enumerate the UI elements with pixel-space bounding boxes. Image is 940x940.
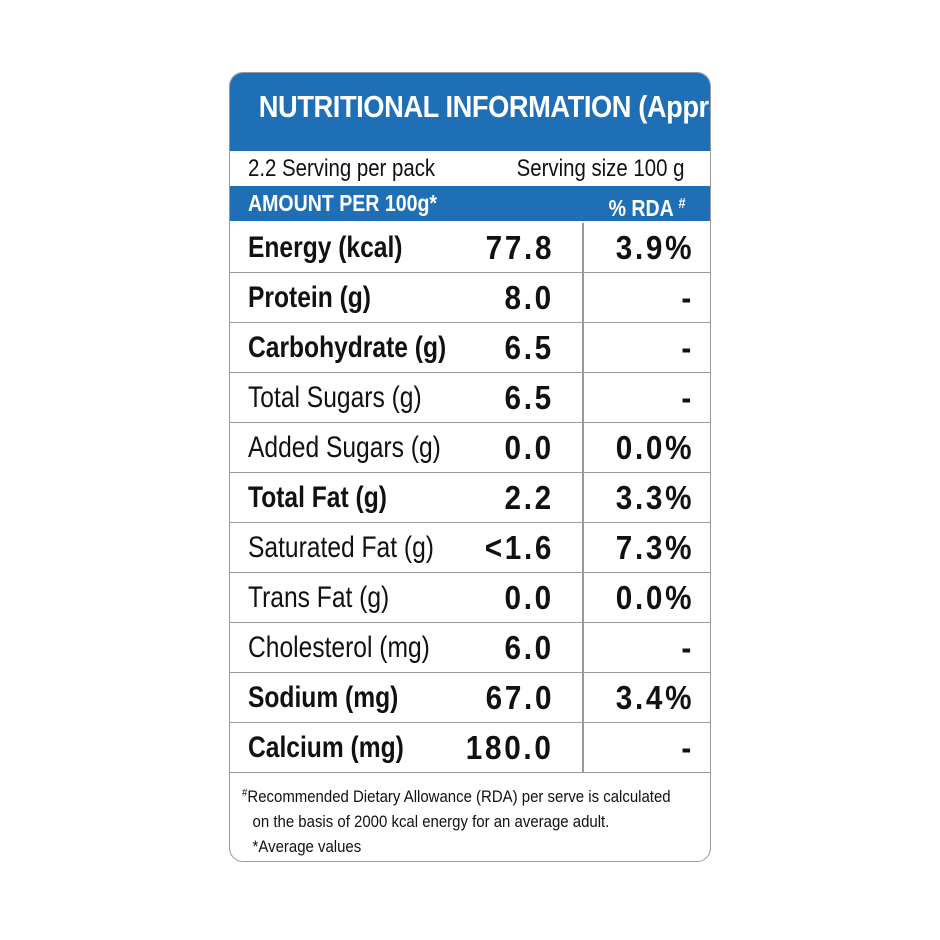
nutrition-label: NUTRITIONAL INFORMATION (Approx) 2.2 Ser… (229, 72, 711, 862)
nutrient-amount: 0.0 (504, 429, 554, 466)
column-divider (582, 223, 584, 773)
nutrient-rda: - (681, 629, 694, 666)
nutrient-name: Saturated Fat (g) (248, 531, 434, 564)
nutrient-row: Saturated Fat (g) <1.6 7.3% (230, 523, 710, 573)
nutrient-row: Carbohydrate (g) 6.5 - (230, 323, 710, 373)
nutrient-amount: 6.5 (504, 329, 554, 366)
nutrient-name: Added Sugars (g) (248, 431, 441, 464)
rda-header-text: % RDA (609, 195, 674, 221)
nutrient-row: Protein (g) 8.0 - (230, 273, 710, 323)
rda-header-mark: # (678, 195, 686, 212)
nutrient-rda: - (681, 729, 694, 766)
nutrient-row: Added Sugars (g) 0.0 0.0% (230, 423, 710, 473)
nutrient-row: Trans Fat (g) 0.0 0.0% (230, 573, 710, 623)
nutrient-name: Sodium (mg) (248, 681, 399, 714)
nutrient-name: Protein (g) (248, 281, 371, 314)
nutrient-rda: 3.3% (615, 479, 694, 516)
amount-header-bar: AMOUNT PER 100g* % RDA # (230, 186, 710, 221)
nutrient-row: Total Fat (g) 2.2 3.3% (230, 473, 710, 523)
nutrient-rda: - (681, 279, 694, 316)
label-title: NUTRITIONAL INFORMATION (Approx) (258, 89, 711, 124)
nutrient-amount: 6.5 (504, 379, 554, 416)
nutrient-rda: 7.3% (615, 529, 694, 566)
nutrient-amount: 77.8 (485, 229, 554, 266)
nutrient-amount: 8.0 (504, 279, 554, 316)
rda-header: % RDA # (609, 186, 686, 226)
nutrient-name: Total Fat (g) (248, 481, 387, 514)
nutrient-row: Total Sugars (g) 6.5 - (230, 373, 710, 423)
nutrient-amount: 6.0 (504, 629, 554, 666)
nutrient-name: Carbohydrate (g) (248, 331, 447, 364)
nutrient-amount: 0.0 (504, 579, 554, 616)
nutrient-rda: - (681, 379, 694, 416)
serving-info-row: 2.2 Serving per pack Serving size 100 g (230, 151, 710, 186)
nutrient-row: Energy (kcal) 77.8 3.9% (230, 223, 710, 273)
nutrient-row: Sodium (mg) 67.0 3.4% (230, 673, 710, 723)
nutrient-amount: 67.0 (485, 679, 554, 716)
footnote-mark: # (242, 787, 248, 799)
nutrient-name: Energy (kcal) (248, 231, 403, 264)
nutrient-table: Energy (kcal) 77.8 3.9% Protein (g) 8.0- Carb… (230, 223, 710, 773)
serving-per-pack: 2.2 Serving per pack (248, 155, 436, 182)
nutrient-rda: 0.0% (615, 429, 694, 466)
serving-size: Serving size 100 g (516, 155, 684, 182)
footnote-line-2: on the basis of 2000 kcal energy for an … (252, 812, 610, 831)
nutrient-rda: 3.9% (615, 229, 694, 266)
footnote-line-1: #Recommended Dietary Allowance (RDA) per… (242, 781, 671, 809)
nutrient-amount: 2.2 (504, 479, 554, 516)
nutrient-row: Cholesterol (mg) 6.0 - (230, 623, 710, 673)
title-bar: NUTRITIONAL INFORMATION (Approx) (230, 73, 710, 151)
nutrient-rda: - (681, 329, 694, 366)
nutrient-name: Total Sugars (g) (248, 381, 422, 414)
nutrient-rda: 3.4% (615, 679, 694, 716)
nutrient-rda: 0.0% (615, 579, 694, 616)
nutrient-amount: 180.0 (466, 729, 554, 766)
nutrient-name: Trans Fat (g) (248, 581, 390, 614)
footnote-text-1: Recommended Dietary Allowance (RDA) per … (247, 787, 671, 806)
nutrient-name: Cholesterol (mg) (248, 631, 430, 664)
footnote: #Recommended Dietary Allowance (RDA) per… (242, 781, 702, 859)
nutrient-name: Calcium (mg) (248, 731, 404, 764)
amount-per-header: AMOUNT PER 100g* (248, 190, 438, 216)
nutrient-row: Calcium (mg) 180.0 - (230, 723, 710, 773)
nutrient-amount: <1.6 (484, 529, 554, 566)
footnote-line-3: *Average values (252, 837, 362, 856)
